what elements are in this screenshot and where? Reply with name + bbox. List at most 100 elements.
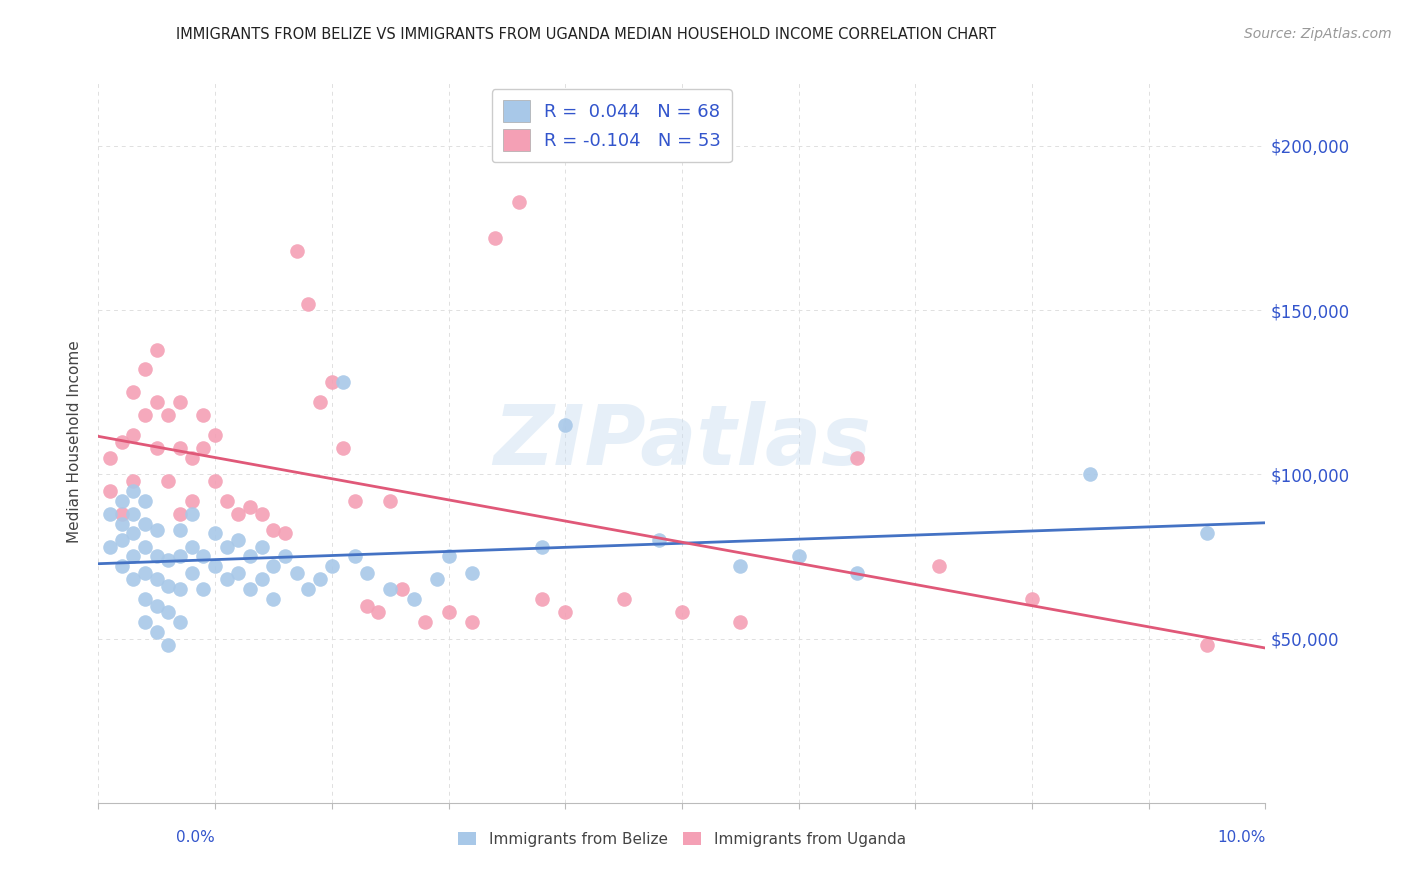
Point: [297, 296, 319, 310]
Point: [134, 592, 156, 607]
Point: [193, 582, 215, 597]
Point: [111, 559, 134, 574]
Point: [122, 549, 145, 564]
Point: [228, 566, 250, 580]
Point: [262, 559, 284, 574]
Point: [146, 549, 169, 564]
Point: [391, 582, 413, 597]
Point: [274, 526, 297, 541]
Point: [321, 559, 343, 574]
Point: [1021, 592, 1043, 607]
Point: [146, 573, 169, 587]
Point: [344, 493, 367, 508]
Point: [204, 526, 226, 541]
Point: [356, 599, 378, 613]
Point: [228, 507, 250, 521]
Point: [402, 592, 425, 607]
Point: [250, 573, 273, 587]
Point: [169, 582, 191, 597]
Point: [530, 592, 553, 607]
Point: [157, 553, 180, 567]
Point: [180, 540, 202, 554]
Point: [846, 566, 869, 580]
Point: [413, 615, 436, 630]
Point: [285, 566, 308, 580]
Point: [193, 441, 215, 455]
Point: [169, 395, 191, 409]
Point: [122, 507, 145, 521]
Point: [98, 483, 121, 498]
Point: [146, 523, 169, 537]
Point: [250, 507, 273, 521]
Point: [274, 549, 297, 564]
Point: [508, 194, 530, 209]
Point: [157, 579, 180, 593]
Point: [111, 434, 134, 449]
Point: [356, 566, 378, 580]
Point: [554, 418, 576, 433]
Point: [380, 582, 402, 597]
Point: [146, 343, 169, 357]
Point: [180, 493, 202, 508]
Point: [122, 526, 145, 541]
Point: [380, 493, 402, 508]
Point: [344, 549, 367, 564]
Point: [111, 516, 134, 531]
Point: [215, 573, 238, 587]
Point: [122, 573, 145, 587]
Point: [204, 559, 226, 574]
Text: 10.0%: 10.0%: [1218, 830, 1265, 845]
Point: [98, 540, 121, 554]
Point: [787, 549, 810, 564]
Point: [111, 493, 134, 508]
Point: [1080, 467, 1102, 482]
Point: [169, 523, 191, 537]
Point: [239, 582, 262, 597]
Point: [204, 474, 226, 488]
Point: [530, 540, 553, 554]
Point: [846, 450, 869, 465]
Point: [671, 605, 693, 619]
Point: [111, 533, 134, 547]
Point: [134, 409, 156, 423]
Point: [262, 592, 284, 607]
Point: [204, 428, 226, 442]
Y-axis label: Median Household Income: Median Household Income: [67, 340, 83, 543]
Point: [215, 493, 238, 508]
Point: [157, 605, 180, 619]
Point: [928, 559, 950, 574]
Point: [146, 441, 169, 455]
Point: [134, 493, 156, 508]
Point: [180, 450, 202, 465]
Point: [146, 625, 169, 640]
Point: [169, 441, 191, 455]
Point: [122, 474, 145, 488]
Point: [157, 474, 180, 488]
Text: ZIPatlas: ZIPatlas: [494, 401, 870, 482]
Point: [215, 540, 238, 554]
Point: [554, 605, 576, 619]
Point: [1195, 526, 1218, 541]
Point: [169, 549, 191, 564]
Point: [730, 559, 752, 574]
Point: [98, 507, 121, 521]
Point: [239, 549, 262, 564]
Point: [1195, 638, 1218, 652]
Point: [297, 582, 319, 597]
Point: [239, 500, 262, 515]
Point: [134, 516, 156, 531]
Point: [484, 231, 506, 245]
Point: [169, 615, 191, 630]
Point: [426, 573, 449, 587]
Text: 0.0%: 0.0%: [176, 830, 215, 845]
Point: [285, 244, 308, 258]
Point: [134, 615, 156, 630]
Point: [730, 615, 752, 630]
Point: [193, 409, 215, 423]
Point: [169, 507, 191, 521]
Point: [321, 376, 343, 390]
Point: [134, 566, 156, 580]
Point: [612, 592, 634, 607]
Point: [122, 428, 145, 442]
Point: [309, 573, 332, 587]
